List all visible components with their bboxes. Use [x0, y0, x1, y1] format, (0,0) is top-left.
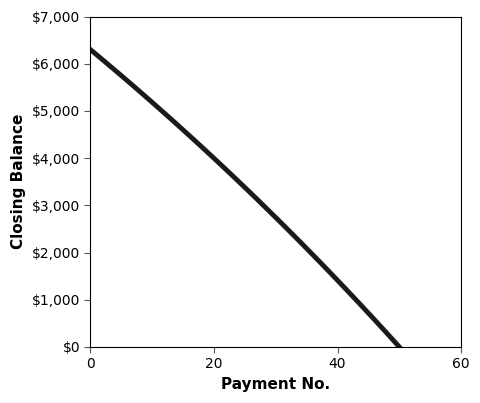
Y-axis label: Closing Balance: Closing Balance — [11, 114, 26, 249]
X-axis label: Payment No.: Payment No. — [221, 377, 330, 392]
